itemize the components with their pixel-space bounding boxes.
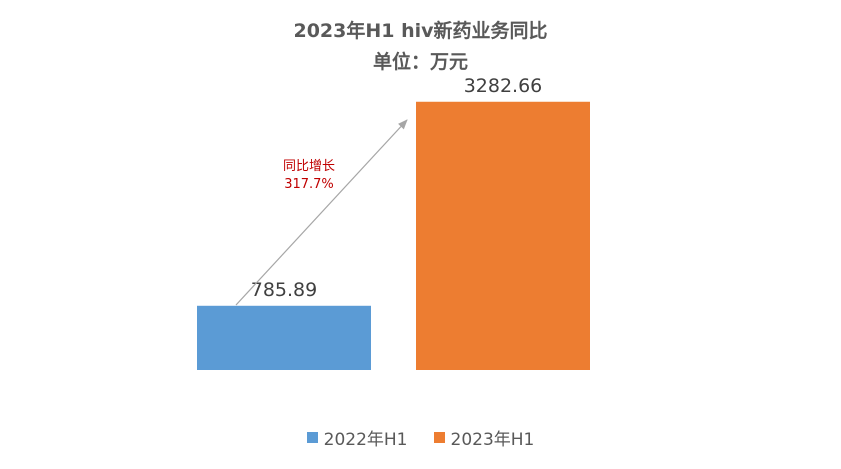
legend-item-2022h1: 2022年H1 [306,425,408,450]
growth-arrow [235,119,408,306]
growth-annotation-value: 317.7% [284,177,334,192]
legend-item-2023h1: 2023年H1 [433,425,535,450]
data-label-2023h1: 3282.66 [464,75,543,97]
chart-title: 2023年H1 hiv新药业务同比 [293,20,548,42]
legend-swatch-2023h1 [433,432,445,443]
legend-swatch-2022h1 [306,432,318,443]
bar-2022h1 [197,305,371,370]
chart-subtitle: 单位：万元 [372,51,468,73]
legend-label-2022h1: 2022年H1 [323,430,408,450]
data-label-2022h1: 785.89 [251,279,317,301]
legend-label-2023h1: 2023年H1 [450,430,535,450]
legend: 2022年H1 2023年H1 [0,425,841,450]
bar-2023h1 [416,101,590,371]
growth-annotation-label: 同比增长 [283,159,335,174]
